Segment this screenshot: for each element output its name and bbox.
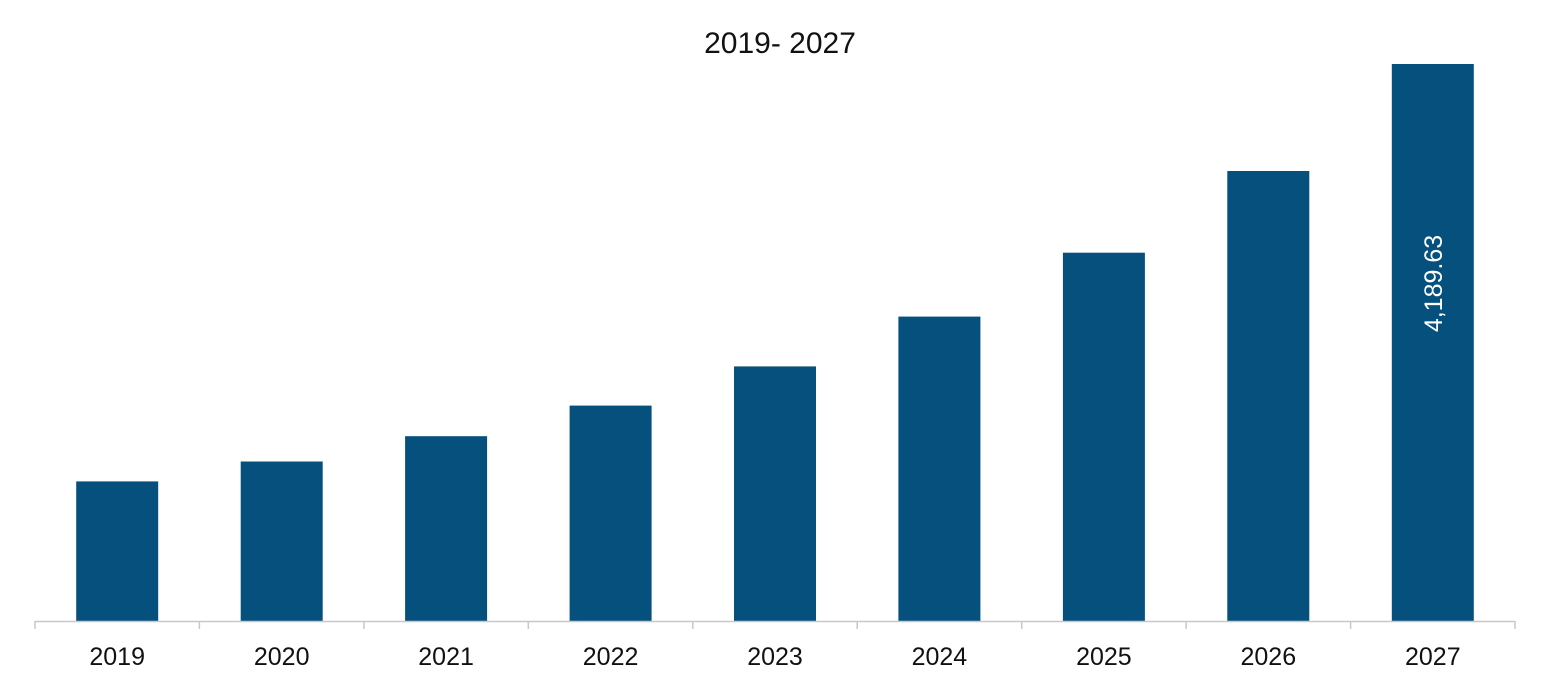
x-tick-label-2022: 2022 bbox=[583, 643, 639, 671]
chart-title: 2019- 2027 bbox=[704, 27, 856, 60]
x-tick-label-2027: 2027 bbox=[1405, 643, 1461, 671]
bar-2020 bbox=[240, 461, 323, 621]
x-axis bbox=[34, 620, 1516, 629]
x-tick-label-2020: 2020 bbox=[254, 643, 310, 671]
data-labels-group: 4,189.63 bbox=[1420, 235, 1448, 332]
bar-2022 bbox=[569, 405, 652, 621]
x-tick-label-2025: 2025 bbox=[1076, 643, 1132, 671]
bar-2023 bbox=[734, 366, 816, 621]
tick-labels-group: 2019 2020 2021 2022 2023 2024 2025 2026 2027 bbox=[89, 643, 1460, 671]
x-tick-label-2026: 2026 bbox=[1240, 643, 1296, 671]
bar-2024 bbox=[898, 316, 981, 621]
bars-group bbox=[76, 64, 1474, 621]
x-tick-label-2019: 2019 bbox=[89, 643, 145, 671]
bar-2026 bbox=[1227, 171, 1310, 621]
bar-2021 bbox=[405, 436, 488, 621]
data-label-2027: 4,189.63 bbox=[1420, 235, 1448, 332]
x-tick-label-2021: 2021 bbox=[418, 643, 474, 671]
x-tick-label-2024: 2024 bbox=[912, 643, 968, 671]
bar-2025 bbox=[1062, 252, 1145, 621]
x-tick-label-2023: 2023 bbox=[747, 643, 803, 671]
bar-2027 bbox=[1391, 64, 1474, 621]
bar-2019 bbox=[76, 481, 159, 621]
